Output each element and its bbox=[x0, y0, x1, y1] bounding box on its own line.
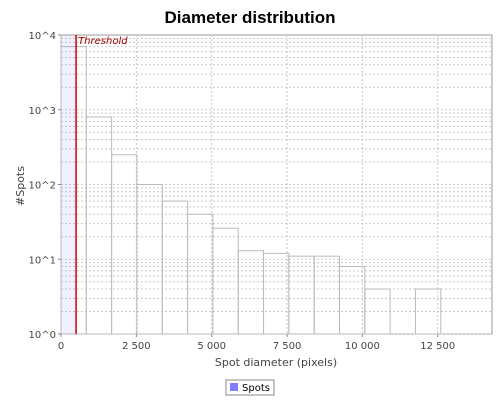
x-tick-label: 0 bbox=[58, 341, 64, 352]
y-tick-label: 10^1 bbox=[29, 255, 56, 266]
x-tick-label: 5 000 bbox=[197, 341, 226, 352]
x-tick-label: 10 000 bbox=[345, 341, 380, 352]
x-tick-label: 2 500 bbox=[122, 341, 151, 352]
x-tick-label: 12 500 bbox=[420, 341, 455, 352]
y-tick-label: 10^3 bbox=[29, 106, 56, 117]
histogram-bars bbox=[60, 46, 442, 335]
x-axis-label: Spot diameter (pixels) bbox=[215, 356, 337, 369]
chart-title: Diameter distribution bbox=[165, 8, 336, 27]
y-axis-label: #Spots bbox=[14, 166, 27, 206]
x-tick-label: 7 500 bbox=[273, 341, 302, 352]
histogram-bar bbox=[414, 288, 442, 335]
histogram-bar bbox=[364, 288, 391, 335]
plot-area bbox=[60, 34, 493, 335]
threshold-marker: Threshold bbox=[61, 35, 128, 334]
legend-label-spots: Spots bbox=[242, 383, 270, 394]
y-tick-label: 10^4 bbox=[29, 31, 56, 42]
threshold-label: Threshold bbox=[78, 36, 128, 47]
y-tick-label: 10^2 bbox=[29, 181, 56, 192]
y-tick-label: 10^0 bbox=[29, 330, 56, 341]
legend: Spots bbox=[225, 379, 275, 396]
legend-swatch-spots bbox=[230, 383, 238, 391]
axis-ticks: 0 2 500 5 000 7 500 10 000 12 500 10^0 10^1 10^2… bbox=[29, 31, 456, 352]
threshold-region bbox=[61, 35, 77, 334]
